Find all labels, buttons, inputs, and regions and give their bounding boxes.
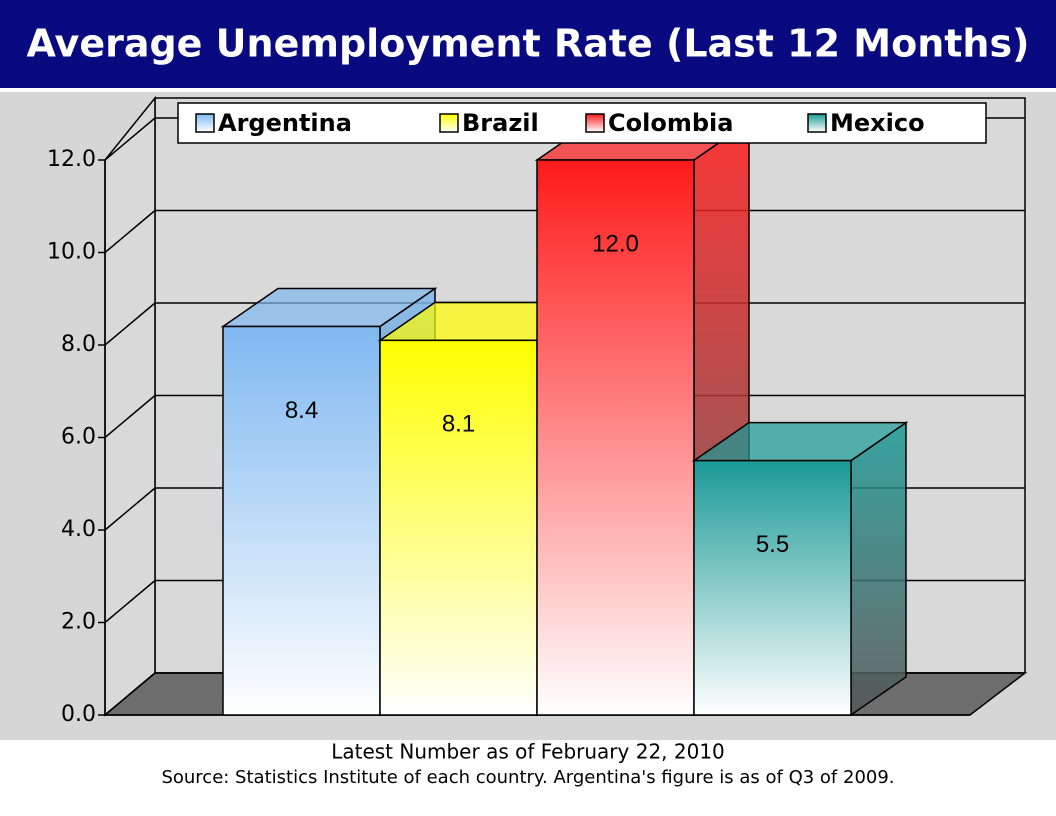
- y-tick-label: 8.0: [61, 332, 96, 357]
- legend-swatch: [439, 113, 459, 133]
- legend-swatch: [195, 113, 215, 133]
- bar: [536, 159, 695, 716]
- y-tick-label: 2.0: [61, 610, 96, 635]
- chart-title: Average Unemployment Rate (Last 12 Month…: [27, 22, 1030, 66]
- grid-line: [104, 394, 156, 439]
- grid-line: [104, 302, 156, 346]
- grid-line: [104, 209, 156, 254]
- grid-line: [104, 672, 156, 716]
- legend-swatch: [807, 113, 827, 133]
- grid-line: [104, 579, 156, 624]
- bar: [379, 339, 538, 716]
- bar-side: [850, 421, 907, 717]
- value-label: 5.5: [756, 531, 789, 558]
- y-tick-label: 12.0: [47, 147, 96, 172]
- note: Source: Statistics Institute of each cou…: [161, 767, 894, 788]
- legend: [177, 102, 987, 144]
- y-tick-label: 10.0: [47, 240, 96, 265]
- grid-line: [104, 487, 156, 531]
- legend-label: Mexico: [830, 109, 925, 137]
- note: Latest Number as of February 22, 2010: [331, 740, 725, 764]
- y-tick-label: 0.0: [61, 702, 96, 727]
- bar: [222, 325, 381, 716]
- legend-label: Brazil: [462, 109, 539, 137]
- value-label: 12.0: [592, 230, 639, 257]
- grid-line: [104, 117, 156, 161]
- legend-label: Colombia: [608, 109, 733, 137]
- side-wall: [104, 95, 156, 717]
- value-label: 8.1: [442, 411, 475, 438]
- y-tick-label: 4.0: [61, 517, 96, 542]
- legend-swatch: [585, 113, 605, 133]
- title-bar: [0, 0, 1056, 88]
- value-label: 8.4: [285, 397, 318, 424]
- legend-label: Argentina: [218, 109, 352, 137]
- y-tick-label: 6.0: [61, 425, 96, 450]
- bar: [693, 459, 852, 716]
